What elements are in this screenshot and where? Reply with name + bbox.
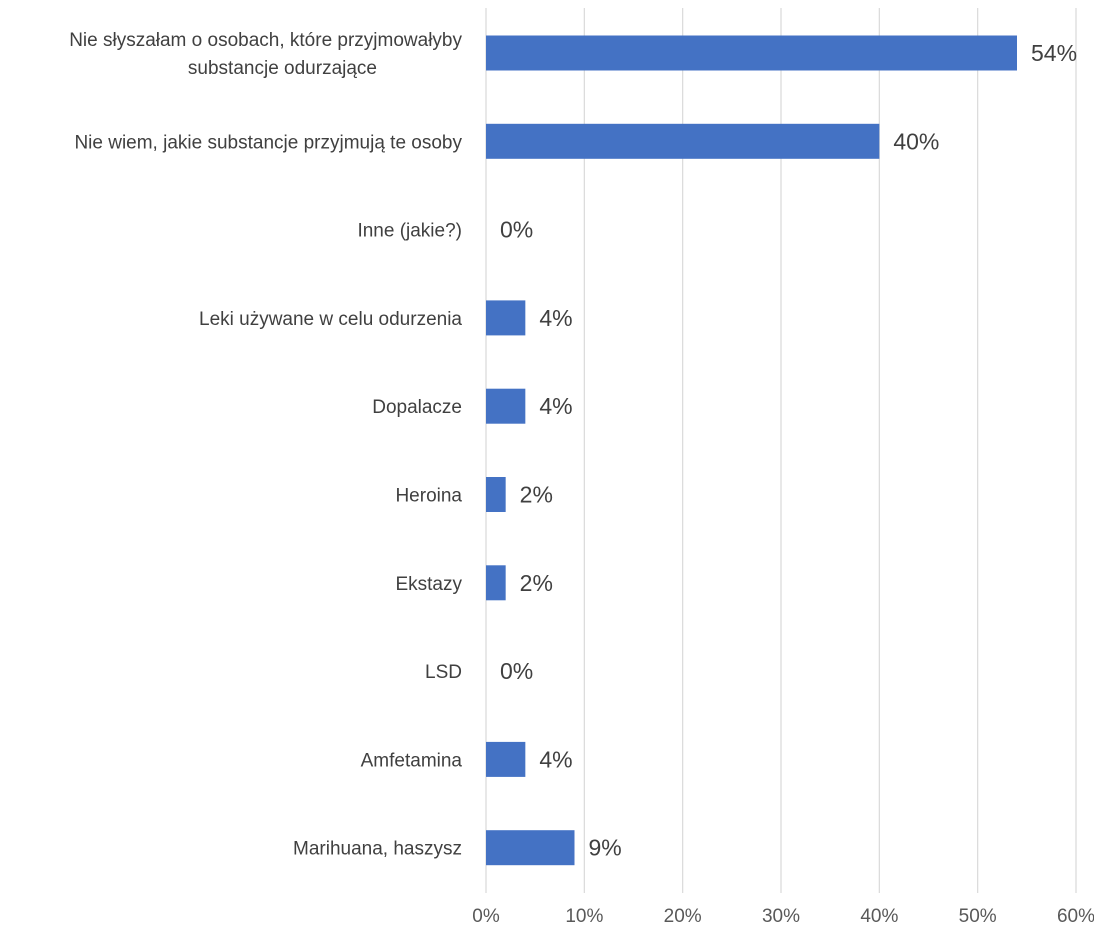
x-tick-label: 0%: [472, 906, 500, 927]
data-label-8: 4%: [539, 746, 572, 772]
category-label-line: Heroina: [395, 486, 462, 507]
bars: [486, 35, 1017, 866]
data-label-3: 4%: [539, 305, 572, 331]
data-labels: 54% 40% 0% 4% 4% 2% 2% 0% 4% 9%: [500, 40, 1077, 861]
category-label-3: Leki używane w celu odurzenia: [199, 309, 462, 330]
bar-3: [486, 300, 526, 336]
bar-6: [486, 565, 506, 601]
x-tick-label: 10%: [565, 906, 603, 927]
category-label-1: Nie wiem, jakie substancje przyjmują te …: [74, 132, 462, 153]
x-axis-tick-labels: 0% 10% 20% 30% 40% 50% 60%: [472, 906, 1094, 927]
bar-8: [486, 741, 526, 777]
category-labels: Nie słyszałam o osobach, które przyjmowa…: [69, 30, 462, 860]
data-label-5: 2%: [520, 482, 553, 508]
category-label-0: Nie słyszałam o osobach, które przyjmowa…: [69, 30, 462, 79]
data-label-9: 9%: [589, 835, 622, 861]
category-label-line: Nie słyszałam o osobach, które przyjmowa…: [69, 30, 462, 51]
category-label-9: Marihuana, haszysz: [293, 839, 462, 860]
bar-1: [486, 123, 880, 159]
data-label-6: 2%: [520, 570, 553, 596]
data-label-2: 0%: [500, 217, 533, 243]
category-label-8: Amfetamina: [361, 750, 463, 771]
category-label-5: Heroina: [395, 486, 462, 507]
category-label-line: Dopalacze: [372, 397, 462, 418]
data-label-7: 0%: [500, 658, 533, 684]
category-label-4: Dopalacze: [372, 397, 462, 418]
bar-5: [486, 477, 506, 512]
data-label-1: 40%: [893, 128, 939, 154]
category-label-line: Leki używane w celu odurzenia: [199, 309, 462, 330]
category-label-line: Ekstazy: [395, 574, 462, 595]
category-label-2: Inne (jakie?): [357, 221, 462, 242]
x-tick-label: 30%: [762, 906, 800, 927]
category-label-line: Inne (jakie?): [357, 221, 462, 242]
bar-0: [486, 35, 1017, 71]
category-label-line: Nie wiem, jakie substancje przyjmują te …: [74, 132, 462, 153]
x-tick-label: 20%: [664, 906, 702, 927]
category-label-line: Amfetamina: [361, 750, 463, 771]
category-label-7: LSD: [425, 662, 462, 683]
bar-9: [486, 830, 575, 866]
category-label-line: LSD: [425, 662, 462, 683]
category-label-line: substancje odurzające: [188, 58, 377, 79]
data-label-0: 54%: [1031, 40, 1077, 66]
x-tick-label: 50%: [959, 906, 997, 927]
data-label-4: 4%: [539, 393, 572, 419]
x-tick-label: 40%: [860, 906, 898, 927]
category-label-6: Ekstazy: [395, 574, 462, 595]
x-tick-label: 60%: [1057, 906, 1094, 927]
category-label-line: Marihuana, haszysz: [293, 839, 462, 860]
bar-4: [486, 388, 526, 424]
